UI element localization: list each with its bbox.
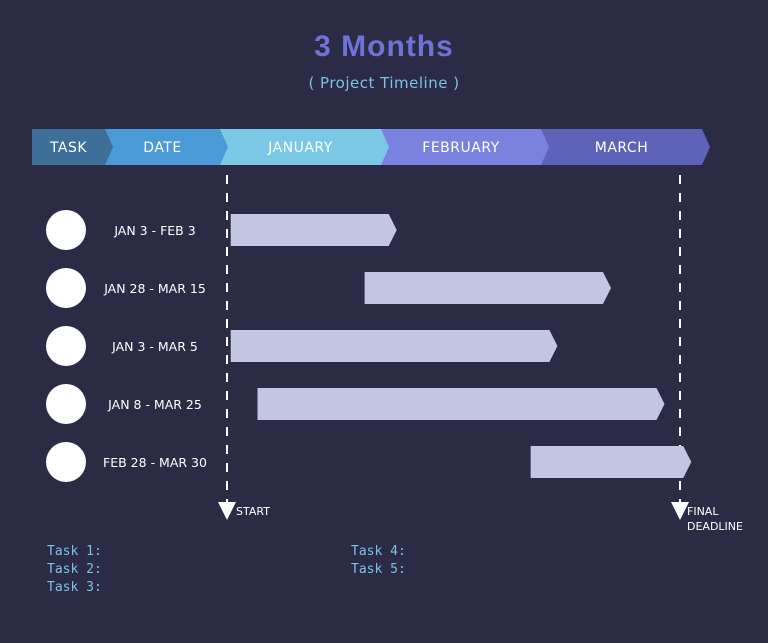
task-circle [46,210,86,250]
timeline-markers: START FINAL DEADLINE [218,502,743,533]
task-bar [230,214,397,246]
task-date-label: JAN 8 - MAR 25 [107,397,202,412]
task-notes-left: Task 1: Task 2: Task 3: [47,543,102,597]
task-bar [230,330,558,362]
chart-subtitle: ( Project Timeline ) [308,74,460,92]
header-task-label: TASK [49,140,87,156]
task-bar [257,388,665,420]
header-date-band [105,129,228,165]
task-bar [364,272,611,304]
task-note-1: Task 1: [47,544,102,559]
task-rows: JAN 3 - FEB 3 JAN 28 - MAR 15 JAN 3 - MAR … [46,210,692,482]
header-task-band [32,129,113,165]
deadline-label: DEADLINE [687,520,743,533]
task-date-label: FEB 28 - MAR 30 [103,455,207,470]
task-note-3: Task 3: [47,580,102,595]
start-label: START [236,505,270,518]
header-month-january-label: JANUARY [267,140,333,156]
task-circle [46,442,86,482]
header-month-march-label: MARCH [595,140,649,156]
start-arrow-icon [218,502,236,520]
header-month-march-band [541,129,710,165]
header-month-february-band [381,129,549,165]
header-month-february-label: FEBRUARY [422,140,499,156]
task-notes-right: Task 4: Task 5: [351,543,406,579]
task-date-label: JAN 3 - FEB 3 [113,223,195,238]
task-note-4: Task 4: [351,544,406,559]
timeline-header: TASK DATE JANUARY FEBRUARY MARCH [32,129,710,165]
header-date-label: DATE [143,140,181,156]
task-date-label: JAN 3 - MAR 5 [111,339,198,354]
task-note-2: Task 2: [47,562,102,577]
task-circle [46,384,86,424]
final-label: FINAL [687,505,719,518]
task-note-5: Task 5: [351,562,406,577]
header-month-january-band [220,129,389,165]
task-date-label: JAN 28 - MAR 15 [103,281,206,296]
final-deadline-arrow-icon [671,502,689,520]
task-bar [530,446,692,478]
chart-title: 3 Months [314,30,454,63]
task-circle [46,326,86,366]
task-circle [46,268,86,308]
